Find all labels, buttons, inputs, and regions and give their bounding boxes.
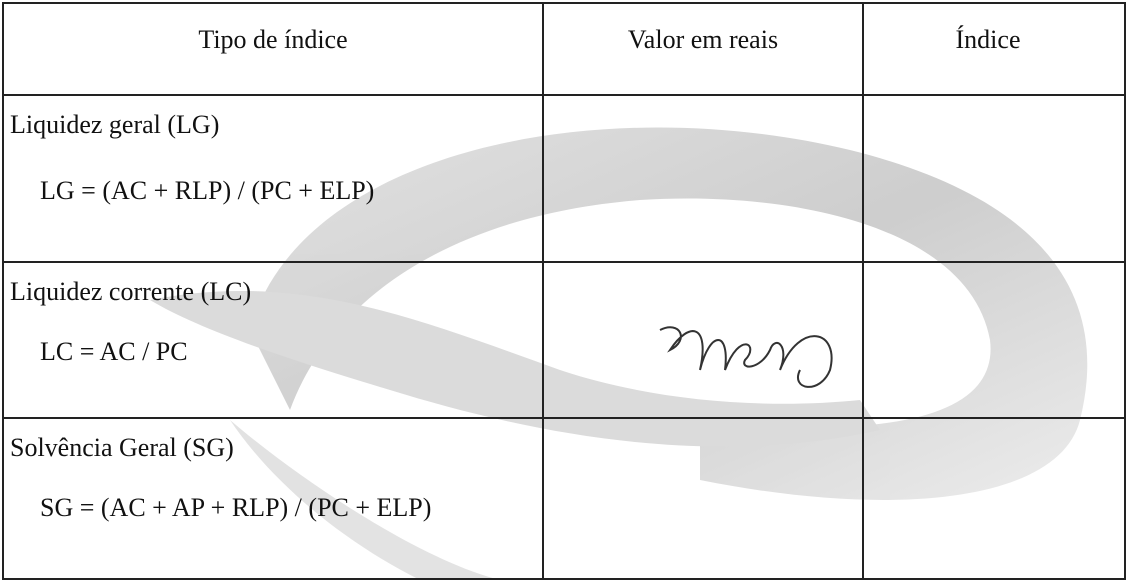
header-cell: Índice bbox=[956, 25, 1021, 54]
signature bbox=[659, 326, 833, 388]
row-formula: LC = AC / PC bbox=[40, 337, 188, 366]
row-formula: LG = (AC + RLP) / (PC + ELP) bbox=[40, 176, 374, 205]
header-cell: Valor em reais bbox=[628, 25, 778, 54]
row-title: Liquidez corrente (LC) bbox=[10, 277, 251, 306]
header-cell: Tipo de índice bbox=[198, 25, 347, 54]
row-title: Solvência Geral (SG) bbox=[10, 433, 234, 462]
row-formula: SG = (AC + AP + RLP) / (PC + ELP) bbox=[40, 493, 431, 522]
watermark bbox=[150, 127, 1088, 580]
row-title: Liquidez geral (LG) bbox=[10, 110, 219, 139]
